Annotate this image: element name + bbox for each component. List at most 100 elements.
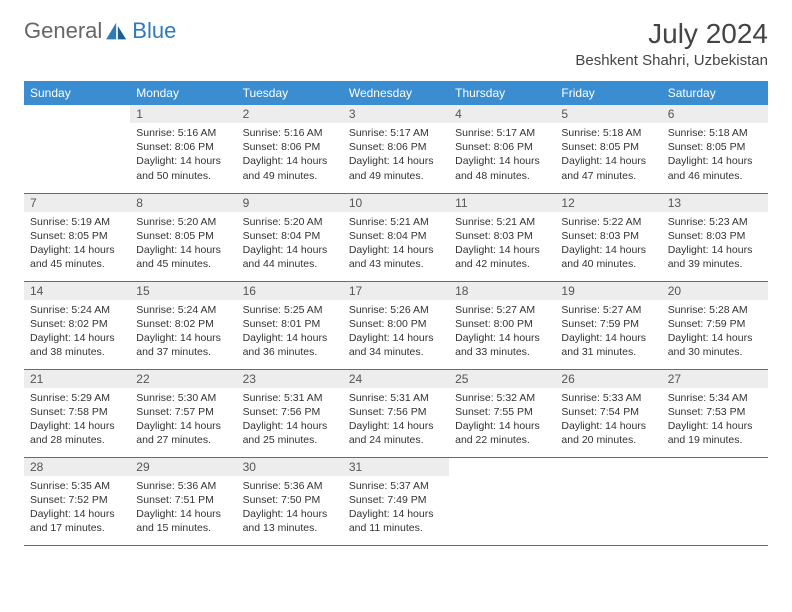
sunset-line: Sunset: 7:50 PM — [243, 493, 337, 507]
day-details: Sunrise: 5:17 AMSunset: 8:06 PMDaylight:… — [343, 123, 449, 187]
day-number: 26 — [555, 370, 661, 388]
sunset-line: Sunset: 8:06 PM — [349, 140, 443, 154]
daylight-line: Daylight: 14 hours and 44 minutes. — [243, 243, 337, 271]
calendar-day-cell: 31Sunrise: 5:37 AMSunset: 7:49 PMDayligh… — [343, 457, 449, 545]
sunset-line: Sunset: 8:04 PM — [349, 229, 443, 243]
sunrise-line: Sunrise: 5:31 AM — [349, 391, 443, 405]
calendar-day-cell: 6Sunrise: 5:18 AMSunset: 8:05 PMDaylight… — [662, 105, 768, 193]
calendar-day-cell: 14Sunrise: 5:24 AMSunset: 8:02 PMDayligh… — [24, 281, 130, 369]
title-block: July 2024 Beshkent Shahri, Uzbekistan — [575, 18, 768, 69]
sunset-line: Sunset: 8:01 PM — [243, 317, 337, 331]
sunrise-line: Sunrise: 5:19 AM — [30, 215, 124, 229]
day-number: 27 — [662, 370, 768, 388]
daylight-line: Daylight: 14 hours and 30 minutes. — [668, 331, 762, 359]
day-details: Sunrise: 5:32 AMSunset: 7:55 PMDaylight:… — [449, 388, 555, 452]
header: General Blue July 2024 Beshkent Shahri, … — [24, 18, 768, 69]
sunset-line: Sunset: 7:51 PM — [136, 493, 230, 507]
sunrise-line: Sunrise: 5:21 AM — [455, 215, 549, 229]
day-details: Sunrise: 5:30 AMSunset: 7:57 PMDaylight:… — [130, 388, 236, 452]
sunrise-line: Sunrise: 5:16 AM — [243, 126, 337, 140]
logo-text-general: General — [24, 18, 102, 44]
calendar-day-cell: 12Sunrise: 5:22 AMSunset: 8:03 PMDayligh… — [555, 193, 661, 281]
day-details: Sunrise: 5:34 AMSunset: 7:53 PMDaylight:… — [662, 388, 768, 452]
day-details: Sunrise: 5:36 AMSunset: 7:51 PMDaylight:… — [130, 476, 236, 540]
day-details: Sunrise: 5:24 AMSunset: 8:02 PMDaylight:… — [24, 300, 130, 364]
sunrise-line: Sunrise: 5:30 AM — [136, 391, 230, 405]
calendar-day-cell: 13Sunrise: 5:23 AMSunset: 8:03 PMDayligh… — [662, 193, 768, 281]
daylight-line: Daylight: 14 hours and 27 minutes. — [136, 419, 230, 447]
sunrise-line: Sunrise: 5:29 AM — [30, 391, 124, 405]
calendar-empty-cell — [662, 457, 768, 545]
day-number: 3 — [343, 105, 449, 123]
day-details: Sunrise: 5:17 AMSunset: 8:06 PMDaylight:… — [449, 123, 555, 187]
calendar-day-cell: 8Sunrise: 5:20 AMSunset: 8:05 PMDaylight… — [130, 193, 236, 281]
daylight-line: Daylight: 14 hours and 45 minutes. — [30, 243, 124, 271]
sunrise-line: Sunrise: 5:24 AM — [136, 303, 230, 317]
day-details: Sunrise: 5:31 AMSunset: 7:56 PMDaylight:… — [343, 388, 449, 452]
day-details: Sunrise: 5:33 AMSunset: 7:54 PMDaylight:… — [555, 388, 661, 452]
daylight-line: Daylight: 14 hours and 48 minutes. — [455, 154, 549, 182]
day-number: 20 — [662, 282, 768, 300]
sunrise-line: Sunrise: 5:17 AM — [455, 126, 549, 140]
calendar-empty-cell — [555, 457, 661, 545]
calendar-day-cell: 24Sunrise: 5:31 AMSunset: 7:56 PMDayligh… — [343, 369, 449, 457]
daylight-line: Daylight: 14 hours and 13 minutes. — [243, 507, 337, 535]
calendar-row: 21Sunrise: 5:29 AMSunset: 7:58 PMDayligh… — [24, 369, 768, 457]
sunrise-line: Sunrise: 5:23 AM — [668, 215, 762, 229]
calendar-day-cell: 16Sunrise: 5:25 AMSunset: 8:01 PMDayligh… — [237, 281, 343, 369]
day-details: Sunrise: 5:19 AMSunset: 8:05 PMDaylight:… — [24, 212, 130, 276]
day-number: 5 — [555, 105, 661, 123]
calendar-day-cell: 10Sunrise: 5:21 AMSunset: 8:04 PMDayligh… — [343, 193, 449, 281]
calendar-day-cell: 11Sunrise: 5:21 AMSunset: 8:03 PMDayligh… — [449, 193, 555, 281]
weekday-header: Saturday — [662, 81, 768, 105]
calendar-day-cell: 17Sunrise: 5:26 AMSunset: 8:00 PMDayligh… — [343, 281, 449, 369]
daylight-line: Daylight: 14 hours and 24 minutes. — [349, 419, 443, 447]
day-details: Sunrise: 5:21 AMSunset: 8:04 PMDaylight:… — [343, 212, 449, 276]
day-number: 11 — [449, 194, 555, 212]
daylight-line: Daylight: 14 hours and 43 minutes. — [349, 243, 443, 271]
day-number: 23 — [237, 370, 343, 388]
day-number: 1 — [130, 105, 236, 123]
daylight-line: Daylight: 14 hours and 49 minutes. — [349, 154, 443, 182]
weekday-header: Wednesday — [343, 81, 449, 105]
calendar-day-cell: 27Sunrise: 5:34 AMSunset: 7:53 PMDayligh… — [662, 369, 768, 457]
day-details: Sunrise: 5:28 AMSunset: 7:59 PMDaylight:… — [662, 300, 768, 364]
day-details: Sunrise: 5:29 AMSunset: 7:58 PMDaylight:… — [24, 388, 130, 452]
sunset-line: Sunset: 7:57 PM — [136, 405, 230, 419]
calendar-row: 28Sunrise: 5:35 AMSunset: 7:52 PMDayligh… — [24, 457, 768, 545]
daylight-line: Daylight: 14 hours and 47 minutes. — [561, 154, 655, 182]
day-number: 10 — [343, 194, 449, 212]
calendar-day-cell: 18Sunrise: 5:27 AMSunset: 8:00 PMDayligh… — [449, 281, 555, 369]
sunset-line: Sunset: 7:53 PM — [668, 405, 762, 419]
sunrise-line: Sunrise: 5:31 AM — [243, 391, 337, 405]
daylight-line: Daylight: 14 hours and 34 minutes. — [349, 331, 443, 359]
day-details: Sunrise: 5:18 AMSunset: 8:05 PMDaylight:… — [662, 123, 768, 187]
day-details: Sunrise: 5:35 AMSunset: 7:52 PMDaylight:… — [24, 476, 130, 540]
calendar-day-cell: 5Sunrise: 5:18 AMSunset: 8:05 PMDaylight… — [555, 105, 661, 193]
sunset-line: Sunset: 8:03 PM — [561, 229, 655, 243]
daylight-line: Daylight: 14 hours and 40 minutes. — [561, 243, 655, 271]
daylight-line: Daylight: 14 hours and 17 minutes. — [30, 507, 124, 535]
daylight-line: Daylight: 14 hours and 50 minutes. — [136, 154, 230, 182]
sunrise-line: Sunrise: 5:27 AM — [455, 303, 549, 317]
sunset-line: Sunset: 8:02 PM — [30, 317, 124, 331]
sunrise-line: Sunrise: 5:34 AM — [668, 391, 762, 405]
day-details: Sunrise: 5:27 AMSunset: 8:00 PMDaylight:… — [449, 300, 555, 364]
calendar-day-cell: 4Sunrise: 5:17 AMSunset: 8:06 PMDaylight… — [449, 105, 555, 193]
sunset-line: Sunset: 7:56 PM — [349, 405, 443, 419]
sunrise-line: Sunrise: 5:36 AM — [243, 479, 337, 493]
weekday-header: Friday — [555, 81, 661, 105]
calendar-day-cell: 23Sunrise: 5:31 AMSunset: 7:56 PMDayligh… — [237, 369, 343, 457]
daylight-line: Daylight: 14 hours and 37 minutes. — [136, 331, 230, 359]
calendar-row: 1Sunrise: 5:16 AMSunset: 8:06 PMDaylight… — [24, 105, 768, 193]
sunset-line: Sunset: 7:49 PM — [349, 493, 443, 507]
sunrise-line: Sunrise: 5:32 AM — [455, 391, 549, 405]
day-number: 6 — [662, 105, 768, 123]
calendar-day-cell: 28Sunrise: 5:35 AMSunset: 7:52 PMDayligh… — [24, 457, 130, 545]
day-number: 4 — [449, 105, 555, 123]
day-number: 18 — [449, 282, 555, 300]
day-number: 21 — [24, 370, 130, 388]
calendar-day-cell: 2Sunrise: 5:16 AMSunset: 8:06 PMDaylight… — [237, 105, 343, 193]
weekday-header: Tuesday — [237, 81, 343, 105]
daylight-line: Daylight: 14 hours and 45 minutes. — [136, 243, 230, 271]
